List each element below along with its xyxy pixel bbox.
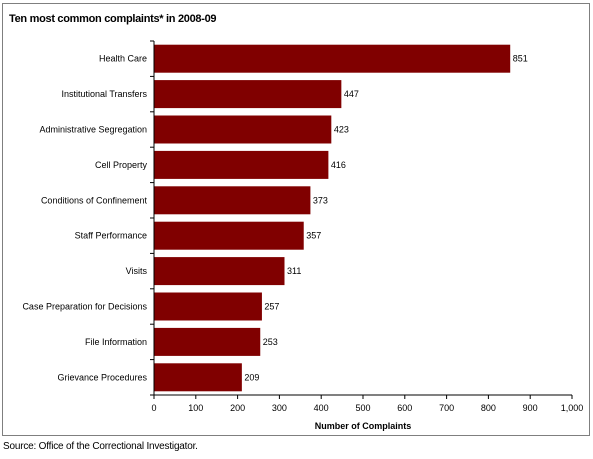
category-label-4: Conditions of Confinement (41, 195, 148, 205)
bar-7 (154, 292, 262, 321)
category-label-5: Staff Performance (75, 231, 147, 241)
data-label-4: 373 (313, 195, 328, 205)
x-tick-label-4: 400 (314, 403, 329, 413)
bar-1 (154, 80, 342, 109)
bar-2 (154, 115, 332, 144)
bar-0 (154, 44, 511, 73)
bars-layer (154, 44, 511, 392)
x-tick-label-3: 300 (272, 403, 287, 413)
category-label-7: Case Preparation for Decisions (22, 302, 147, 312)
data-label-1: 447 (344, 89, 359, 99)
data-label-3: 416 (331, 160, 346, 170)
bar-9 (154, 363, 242, 392)
data-label-0: 851 (513, 54, 528, 64)
data-label-2: 423 (334, 125, 349, 135)
axis-layer: Health Care 851 Institutional Transfers 447… (22, 40, 584, 413)
x-tick-label-2: 200 (230, 403, 245, 413)
data-label-7: 257 (264, 302, 279, 312)
category-label-8: File Information (85, 337, 147, 347)
chart-frame: Ten most common complaints* in 2008-09 H… (2, 3, 590, 436)
bar-8 (154, 327, 261, 356)
x-tick-label-10: 1,000 (561, 403, 584, 413)
category-label-1: Institutional Transfers (61, 89, 147, 99)
x-tick-label-6: 600 (397, 403, 412, 413)
category-label-6: Visits (126, 266, 148, 276)
data-label-9: 209 (244, 372, 259, 382)
x-axis-title: Number of Complaints (315, 421, 412, 431)
category-label-0: Health Care (99, 54, 147, 64)
bar-6 (154, 257, 285, 286)
category-label-9: Grievance Procedures (57, 372, 147, 382)
bar-3 (154, 150, 329, 179)
x-tick-label-1: 100 (188, 403, 203, 413)
x-tick-label-8: 800 (481, 403, 496, 413)
bar-chart: Health Care 851 Institutional Transfers 447… (22, 40, 584, 431)
chart-title: Ten most common complaints* in 2008-09 (9, 13, 217, 25)
x-tick-label-5: 500 (355, 403, 370, 413)
x-tick-label-9: 900 (523, 403, 538, 413)
source-note: Source: Office of the Correctional Inves… (3, 441, 198, 452)
x-tick-label-7: 700 (439, 403, 454, 413)
bar-5 (154, 221, 304, 250)
data-label-8: 253 (263, 337, 278, 347)
bar-4 (154, 186, 311, 215)
data-label-6: 311 (287, 266, 301, 276)
data-label-5: 357 (306, 231, 321, 241)
x-tick-label-0: 0 (151, 403, 156, 413)
category-label-2: Administrative Segregation (39, 125, 147, 135)
category-label-3: Cell Property (95, 160, 148, 170)
